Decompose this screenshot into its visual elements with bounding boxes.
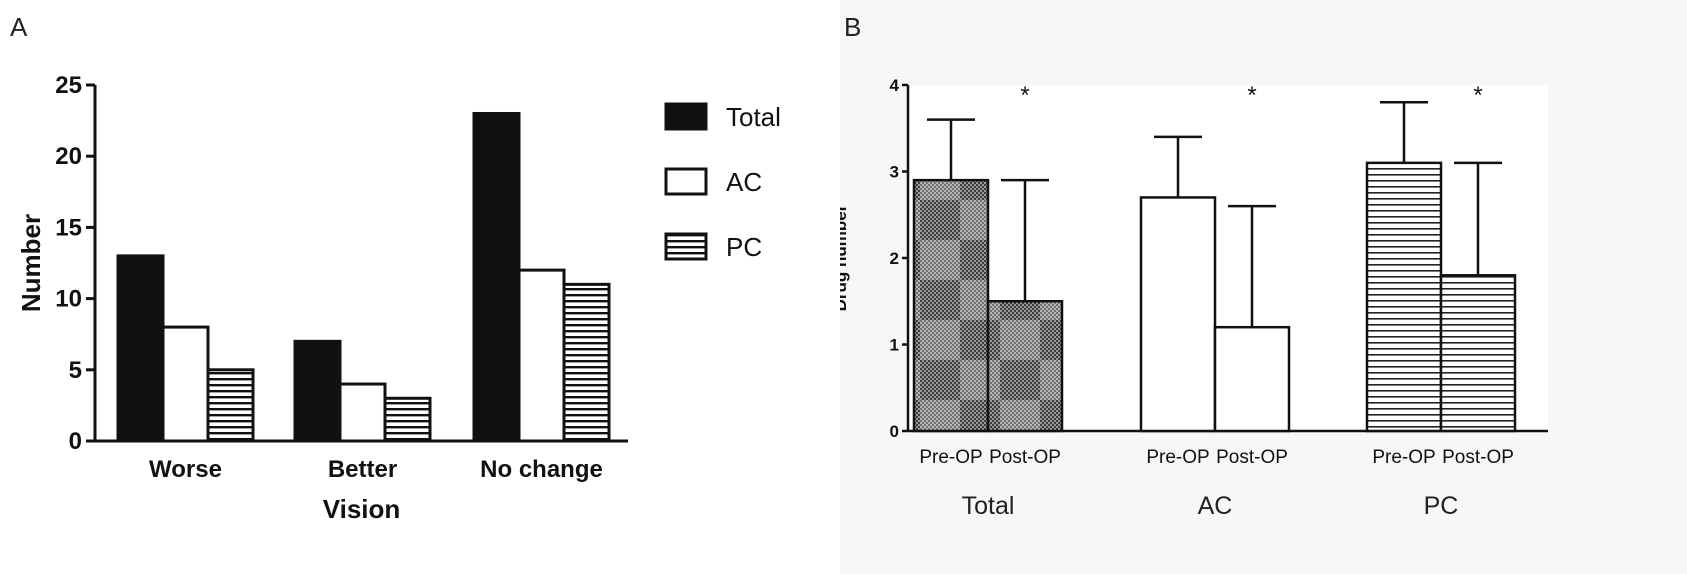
panel-b: B 0 1 2 3 4 Drug number Pre-OP Post-OP * Total Pre…: [840, 0, 1687, 574]
bar-pc-pre-op: [1365, 161, 1443, 433]
bar-ac-post-op: [1213, 325, 1291, 433]
y-tick-label: 15: [55, 214, 82, 241]
legend-label-total: Total: [726, 102, 781, 132]
y-tick-label: 20: [55, 143, 82, 170]
y-tick-label: 10: [55, 286, 82, 313]
y-axis-title: Number: [16, 214, 46, 312]
panel-b-letter: B: [844, 12, 861, 42]
bar-total-worse: [116, 254, 165, 443]
panel-a: A 0 5 10 15 20 25 Worse Better No change Vision Nu…: [0, 0, 840, 574]
y-tick-label: 25: [55, 72, 82, 99]
y-tick-label: 5: [69, 357, 82, 384]
x-bar-label: Pre-OP: [1372, 447, 1435, 468]
x-category-label: Better: [328, 456, 397, 483]
legend-label-ac: AC: [726, 167, 762, 197]
panel-a-letter: A: [10, 12, 28, 42]
bar-pc-better: [383, 396, 432, 443]
bar-pc-no-change: [562, 282, 611, 443]
bar-total-better: [293, 339, 342, 443]
x-bar-label: Pre-OP: [919, 447, 982, 468]
y-tick-label: 0: [69, 428, 82, 455]
y-tick-label: 3: [890, 163, 899, 182]
bar-total-pre-op: [912, 178, 990, 433]
y-tick-label: 2: [890, 249, 899, 268]
bar-total-post-op: [986, 300, 1064, 433]
bar-ac-better: [338, 382, 387, 443]
legend-swatch-pc: [664, 232, 708, 261]
bar-ac-pre-op: [1139, 196, 1217, 433]
bar-pc-worse: [206, 368, 255, 443]
bar-ac-no-change: [517, 268, 566, 443]
x-group-label: PC: [1424, 492, 1459, 520]
x-group-label: Total: [962, 492, 1015, 520]
x-bar-label: Pre-OP: [1146, 447, 1209, 468]
significance-star: *: [1020, 82, 1029, 109]
x-bar-label: Post-OP: [1216, 447, 1288, 468]
x-bar-label: Post-OP: [1442, 447, 1514, 468]
y-tick-label: 4: [890, 76, 900, 95]
x-axis-title: Vision: [323, 494, 401, 524]
x-group-label: AC: [1198, 492, 1233, 520]
bar-total-no-change: [472, 111, 521, 443]
significance-star: *: [1247, 82, 1256, 109]
legend-swatch-total: [664, 102, 708, 131]
panel-a-chart: A 0 5 10 15 20 25 Worse Better No change Vision Nu…: [10, 12, 781, 524]
significance-star: *: [1473, 82, 1482, 109]
y-axis-title: Drug number: [840, 204, 850, 311]
panel-b-chart: B 0 1 2 3 4 Drug number Pre-OP Post-OP * Total Pre…: [840, 12, 1548, 520]
x-category-label: Worse: [149, 456, 222, 483]
y-tick-label: 0: [890, 422, 899, 441]
bar-pc-post-op: [1439, 274, 1517, 433]
legend-swatch-ac: [664, 167, 708, 196]
x-bar-label: Post-OP: [989, 447, 1061, 468]
y-tick-label: 1: [890, 336, 899, 355]
x-category-label: No change: [480, 456, 603, 483]
legend-label-pc: PC: [726, 232, 762, 262]
bar-ac-worse: [161, 325, 210, 443]
